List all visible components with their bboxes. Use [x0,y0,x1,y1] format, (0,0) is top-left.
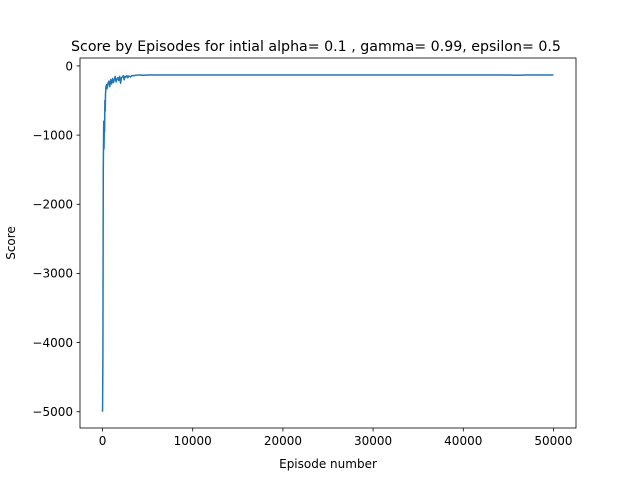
plot-area [101,74,554,412]
y-tick-label: −2000 [32,198,73,212]
x-tick-label: 20000 [264,434,302,448]
series-line-0 [101,74,554,412]
x-tick-label: 10000 [174,434,212,448]
y-axis: 0 −1000 −2000 −3000 −4000 −5000 [32,59,80,419]
y-tick-label: −5000 [32,405,73,419]
x-tick-label: 0 [99,434,107,448]
y-axis-label: Score [4,226,18,260]
y-tick-label: 0 [65,59,73,73]
chart-title: Score by Episodes for intial alpha= 0.1 … [71,39,561,55]
x-axis: 0 10000 20000 30000 40000 50000 [99,428,573,448]
axes-frame [79,57,577,429]
x-tick-label: 30000 [354,434,392,448]
x-axis-label: Episode number [279,457,377,471]
x-tick-label: 40000 [444,434,482,448]
y-tick-label: −1000 [32,128,73,142]
y-tick-label: −4000 [32,336,73,350]
y-tick-label: −3000 [32,267,73,281]
x-tick-label: 50000 [534,434,572,448]
